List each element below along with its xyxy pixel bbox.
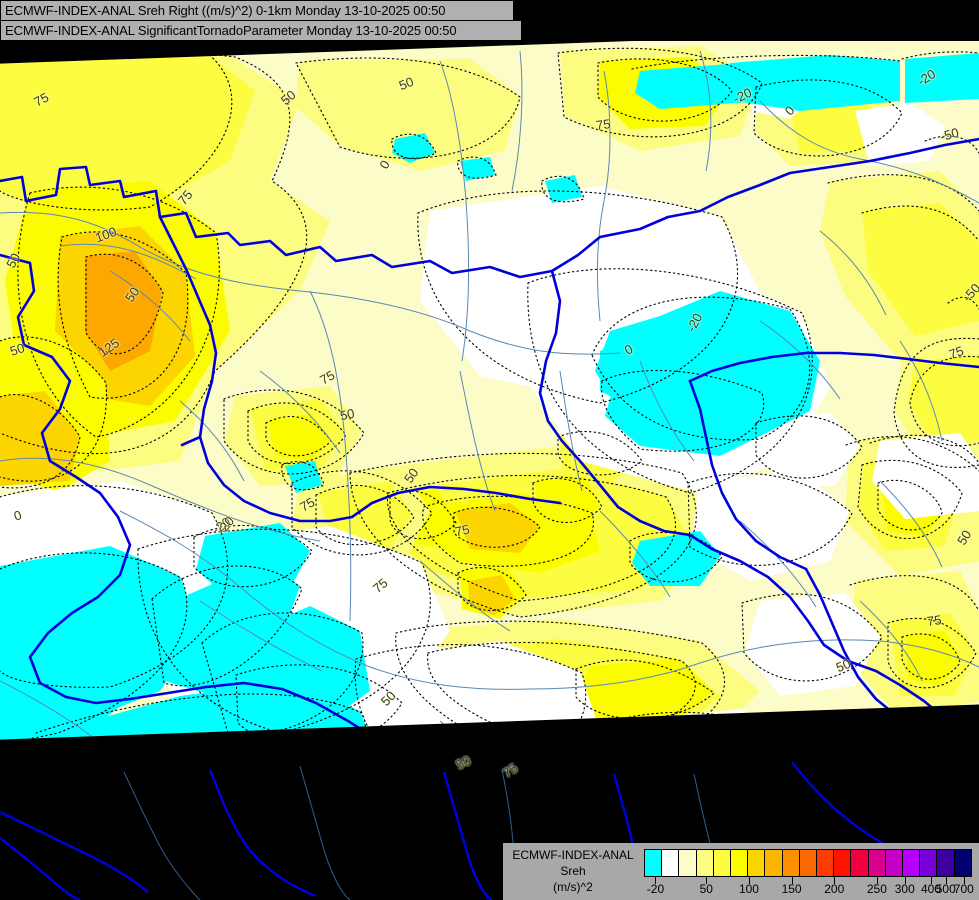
legend-swatch-200[interactable]	[799, 850, 818, 876]
legend-swatch-600[interactable]	[937, 850, 955, 876]
map-plot-area[interactable]: 75 50 100 50 125 50 75 75 50 50 50 0 75 0 -20 -20 -50 -50…	[0, 41, 979, 800]
legend-swatch-125[interactable]	[748, 850, 766, 876]
contour-label: 0	[376, 157, 393, 172]
legend-tick-mark	[931, 877, 932, 884]
legend-swatch-175[interactable]	[782, 850, 800, 876]
legend-swatch-275[interactable]	[851, 850, 869, 876]
legend-tick-label: 100	[738, 882, 759, 896]
contour-label: 75	[946, 342, 966, 363]
contour-label: 50	[338, 405, 356, 424]
contour-label: 50	[833, 655, 853, 676]
contour-label: 125	[95, 335, 123, 360]
contour-label: 75	[174, 187, 196, 208]
legend-swatch-100[interactable]	[731, 850, 749, 876]
legend-swatch-75[interactable]	[713, 850, 732, 876]
legend-tick-labels: -20 50 100 150 200 250 300 400 500 700	[644, 877, 974, 899]
legend-swatch-700[interactable]	[954, 850, 971, 876]
contour-label: 75	[369, 575, 391, 596]
contour-label: -50	[938, 124, 961, 145]
legend-tick-label: 700	[953, 882, 974, 896]
contour-label: 50	[3, 250, 24, 271]
legend-swatch-300[interactable]	[868, 850, 886, 876]
legend-swatch-150[interactable]	[765, 850, 783, 876]
legend-colorbar[interactable]	[644, 849, 972, 877]
contour-label: -20	[730, 84, 755, 107]
river-lines	[0, 50, 979, 800]
legend-tick-label: 300	[894, 882, 915, 896]
contour-label: 75	[453, 521, 471, 540]
legend-tick-mark	[904, 877, 906, 884]
legend-swatch-25[interactable]	[679, 850, 697, 876]
legend-tick-label: 50	[699, 882, 713, 896]
legend-caption-line3: (m/s)^2	[553, 880, 593, 894]
title-bar-primary: ECMWF-INDEX-ANAL Sreh Right ((m/s)^2) 0-…	[0, 0, 514, 21]
legend-tick-label: -20	[646, 882, 665, 896]
legend-tick-label: 500	[935, 882, 956, 896]
legend-swatch-500[interactable]	[920, 850, 938, 876]
legend-tick-label: 200	[824, 882, 845, 896]
contour-label: 50	[8, 340, 27, 359]
contour-label: 50	[277, 87, 299, 108]
contour-label: 75	[317, 367, 338, 388]
legend-tick-mark	[655, 877, 657, 884]
legend-panel[interactable]: ECMWF-INDEX-ANAL Sreh (m/s)^2 -20 50 100 15…	[503, 843, 979, 900]
legend-caption-line1: ECMWF-INDEX-ANAL	[512, 848, 634, 862]
legend-tick-mark	[945, 877, 947, 884]
legend-swatch-225[interactable]	[817, 850, 835, 876]
contour-label: 75	[31, 89, 52, 110]
legend-tick-mark	[706, 877, 708, 884]
legend-swatch-neg20[interactable]	[645, 850, 663, 876]
legend-tick-mark	[748, 877, 750, 884]
legend-swatch-400[interactable]	[903, 850, 921, 876]
map-borders-layer	[0, 41, 979, 800]
legend-tick-mark	[963, 877, 965, 884]
contour-label: 100	[93, 223, 119, 246]
legend-swatch-50[interactable]	[696, 850, 714, 876]
contour-label: 75	[595, 116, 612, 133]
title-bar-secondary: ECMWF-INDEX-ANAL SignificantTornadoParam…	[0, 20, 522, 41]
country-borders	[0, 137, 979, 800]
contour-label: -20	[914, 66, 939, 89]
contour-label: -50	[959, 280, 979, 305]
legend-swatch-250[interactable]	[834, 850, 852, 876]
legend-caption-line2: Sreh	[560, 864, 586, 878]
legend-tick-mark	[791, 877, 793, 884]
legend-tick-mark	[876, 877, 878, 884]
contour-label: 0	[621, 341, 636, 358]
contour-label-layer: 75 50 100 50 125 50 75 75 50 50 50 0 75 0 -20 -20 -50 -50…	[0, 41, 979, 800]
contour-label: 75	[297, 494, 318, 515]
contour-label: 0	[11, 507, 24, 524]
legend-tick-label: 150	[781, 882, 802, 896]
legend-tick-label: 400	[920, 882, 942, 896]
contour-label: -20	[683, 310, 706, 335]
legend-tick-mark	[834, 877, 836, 884]
legend-swatch-350[interactable]	[885, 850, 904, 876]
contour-label: 50	[121, 284, 143, 305]
legend-tick-label: 250	[866, 882, 887, 896]
contour-label: 50	[396, 73, 416, 94]
legend-caption: ECMWF-INDEX-ANAL Sreh (m/s)^2	[509, 847, 637, 895]
map-rivers-layer	[0, 41, 979, 800]
contour-label: 0	[781, 102, 798, 119]
legend-swatch-0[interactable]	[662, 850, 680, 876]
contour-label: 50	[400, 465, 422, 486]
contour-label: 50	[954, 527, 975, 548]
contour-label: 75	[926, 612, 943, 629]
